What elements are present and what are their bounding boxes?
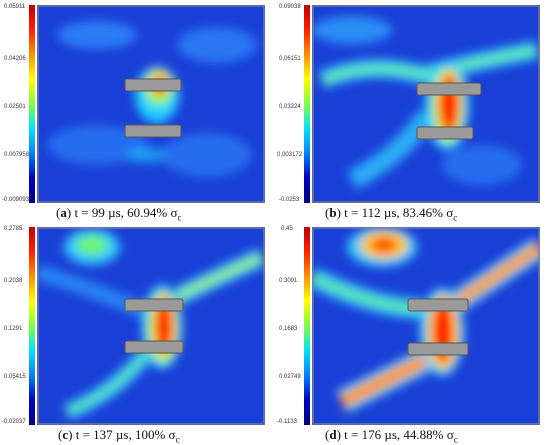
colorbar-tick: 0.09038 <box>279 4 301 10</box>
colorbar-a <box>29 5 35 203</box>
colorbar-c <box>29 227 35 425</box>
colorbar-tick: 0.2785 <box>4 226 23 232</box>
colorbar-tick: 0.2038 <box>4 278 23 284</box>
colorbar-tick: -0.0253 <box>279 197 300 203</box>
panel-d: 0.45 0.3091 0.1683 0.02749 -0.1133 <box>275 222 550 445</box>
colorbar-tick: 0.04206 <box>4 56 26 62</box>
colorbar-tick: 0.02501 <box>4 104 26 110</box>
strain-field-image-c <box>37 227 265 425</box>
colorbar-tick: 0.03224 <box>279 104 301 110</box>
panel-a: 0.05911 0.04206 0.02501 0.007958 -0.0090… <box>0 0 275 223</box>
strain-field-image-b <box>312 5 540 203</box>
panel-b: 0.09038 0.06151 0.03224 0.003172 -0.0253 <box>275 0 550 223</box>
colorbar-tick: 0.05415 <box>4 374 26 380</box>
caption-d: (d) t = 176 µs, 44.88% σc <box>325 427 458 445</box>
colorbar-tick: 0.007958 <box>4 152 30 158</box>
colorbar-tick: 0.1291 <box>4 326 23 332</box>
caption-c: (c) t = 137 µs, 100% σc <box>58 427 180 445</box>
colorbar-tick: 0.06151 <box>279 56 301 62</box>
caption-b: (b) t = 112 µs, 83.46% σc <box>325 205 458 223</box>
colorbar-tick: -0.1133 <box>277 419 297 425</box>
colorbar-d <box>304 227 310 425</box>
colorbar-tick: -0.02037 <box>2 419 26 425</box>
panel-c: 0.2785 0.2038 0.1291 0.05415 -0.02037 <box>0 222 275 445</box>
colorbar-tick: 0.02749 <box>279 374 301 380</box>
colorbar-tick: 0.45 <box>281 226 293 232</box>
colorbar-tick: -0.009093 <box>2 197 30 203</box>
strain-field-image-d <box>312 227 540 425</box>
colorbar-b <box>304 5 310 203</box>
colorbar-tick: 0.05911 <box>4 4 26 10</box>
colorbar-tick: 0.1683 <box>279 326 298 332</box>
caption-a: (a) t = 99 µs, 60.94% σc <box>56 205 182 223</box>
strain-field-image-a <box>37 5 265 203</box>
colorbar-tick: 0.003172 <box>277 152 303 158</box>
colorbar-tick: 0.3091 <box>279 278 298 284</box>
